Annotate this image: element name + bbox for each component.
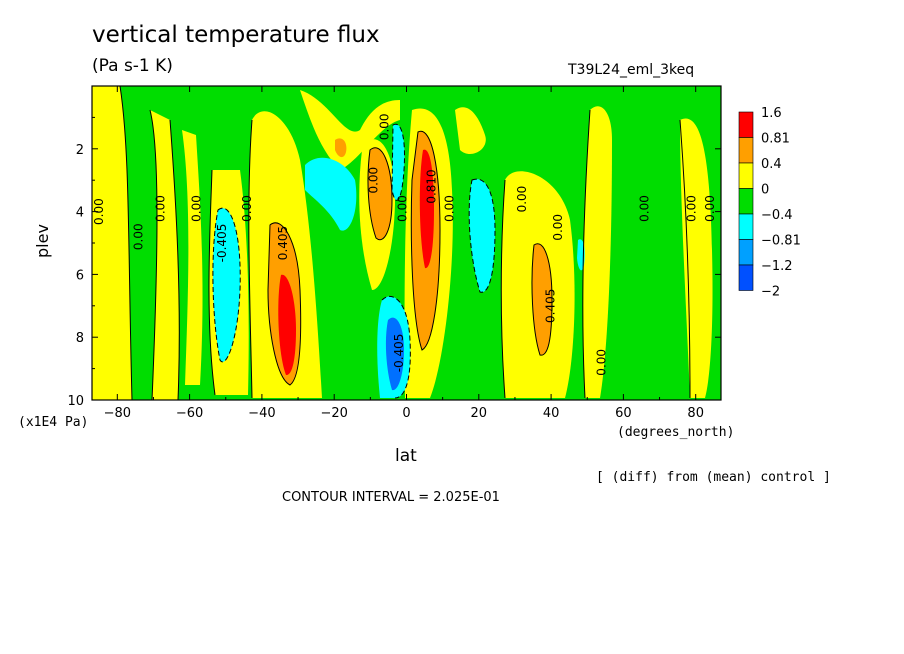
y-tick-label: 8 — [76, 331, 84, 346]
legend-label: 1.6 — [761, 106, 782, 121]
y-tick-label: 6 — [76, 268, 84, 283]
legend-swatch — [738, 188, 754, 215]
legend-label: −0.81 — [761, 234, 801, 249]
contour-label: 0.00 — [92, 198, 106, 225]
legend-swatch — [738, 162, 754, 189]
axis-ticks: −80 −60 −40 −20 0 20 40 60 80 2 4 6 8 10 — [67, 86, 721, 421]
legend-label: 0.4 — [761, 157, 782, 172]
legend-label: 0.81 — [761, 132, 790, 147]
x-tick-label: 40 — [543, 406, 560, 421]
legend-swatch — [738, 137, 754, 164]
x-tick-label: 80 — [687, 406, 704, 421]
contour-label: 0.00 — [515, 186, 529, 213]
contour-label: 0.810 — [424, 169, 438, 203]
legend-swatch — [738, 111, 754, 138]
legend-swatch — [738, 264, 754, 291]
contour-label: 0.00 — [153, 195, 167, 222]
x-axis-units: (degrees_north) — [617, 425, 735, 440]
y-axis-units: (x1E4 Pa) — [18, 415, 89, 430]
legend-swatch — [738, 239, 754, 266]
color-legend: 1.6 0.81 0.4 0 −0.4 −0.81 −1.2 −2 — [738, 106, 801, 300]
diff-note: [ (diff) from (mean) control ] — [596, 470, 831, 485]
legend-label: −2 — [761, 285, 780, 300]
contour-label: 0.00 — [638, 195, 652, 222]
contour-label: -0.405 — [215, 224, 229, 263]
y-tick-label: 4 — [76, 206, 84, 221]
x-axis-label: lat — [395, 446, 417, 466]
contour-label: -0.405 — [392, 334, 406, 373]
x-tick-label: 20 — [471, 406, 488, 421]
x-tick-label: 0 — [402, 406, 410, 421]
x-tick-label: −80 — [104, 406, 131, 421]
contour-labels: 0.00 0.00 0.00 0.00 -0.405 0.00 0.405 0.00 0.00 0… — [92, 113, 717, 375]
chart-title: vertical temperature flux — [92, 22, 380, 48]
legend-label: −1.2 — [761, 259, 793, 274]
contour-label: 0.00 — [396, 195, 410, 222]
chart-subtitle: (Pa s-1 K) — [92, 56, 173, 76]
legend-label: 0 — [761, 183, 769, 198]
contour-label: 0.00 — [240, 195, 254, 222]
contour-label: 0.405 — [544, 289, 558, 323]
contour-label: 0.00 — [703, 195, 717, 222]
contour-label: 0.00 — [551, 214, 565, 241]
contour-label: 0.00 — [594, 349, 608, 376]
run-label: T39L24_eml_3keq — [568, 62, 695, 78]
contour-label: 0.00 — [442, 195, 456, 222]
x-tick-label: −40 — [248, 406, 275, 421]
x-tick-label: −60 — [176, 406, 203, 421]
y-tick-label: 2 — [76, 143, 84, 158]
legend-swatch — [738, 213, 754, 240]
x-tick-label: 60 — [615, 406, 632, 421]
contour-label: 0.00 — [132, 223, 146, 250]
x-tick-label: −20 — [320, 406, 347, 421]
y-tick-label: 10 — [67, 394, 84, 409]
contour-label: 0.405 — [276, 226, 290, 260]
contour-label: 0.00 — [377, 113, 391, 140]
contour-interval: CONTOUR INTERVAL = 2.025E-01 — [282, 490, 500, 505]
contour-fill — [92, 86, 721, 400]
contour-label: 0.00 — [189, 195, 203, 222]
contour-label: 0.00 — [367, 167, 381, 194]
legend-label: −0.4 — [761, 208, 793, 223]
contour-label: 0.00 — [685, 195, 699, 222]
